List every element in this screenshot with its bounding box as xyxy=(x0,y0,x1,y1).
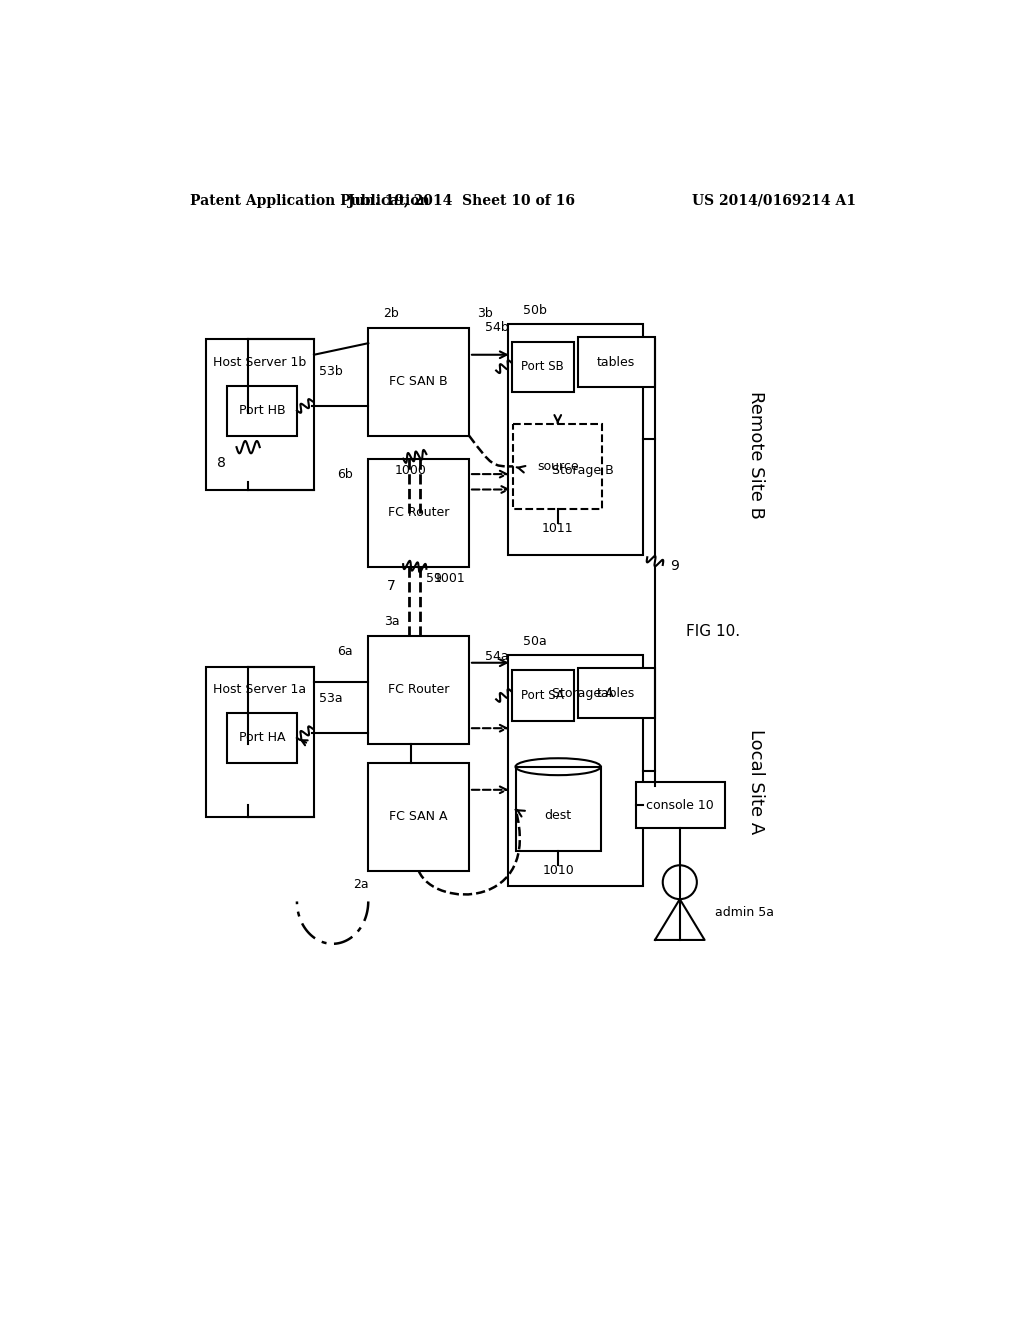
Text: Local Site A: Local Site A xyxy=(746,730,765,834)
Text: US 2014/0169214 A1: US 2014/0169214 A1 xyxy=(692,194,856,207)
Text: 7: 7 xyxy=(387,578,396,593)
Text: 54b: 54b xyxy=(484,321,508,334)
Text: 1000: 1000 xyxy=(395,463,427,477)
Text: Host Server 1a: Host Server 1a xyxy=(213,684,306,696)
Text: Patent Application Publication: Patent Application Publication xyxy=(190,194,430,207)
Text: 6a: 6a xyxy=(337,644,353,657)
Bar xyxy=(227,385,297,436)
Text: tables: tables xyxy=(597,355,635,368)
Text: 54a: 54a xyxy=(484,649,508,663)
Text: Port SB: Port SB xyxy=(521,360,564,374)
Bar xyxy=(206,339,314,490)
Text: 3a: 3a xyxy=(384,615,399,628)
Text: tables: tables xyxy=(597,686,635,700)
Text: Port HA: Port HA xyxy=(239,731,286,744)
Bar xyxy=(369,459,469,566)
Text: 53b: 53b xyxy=(318,366,342,379)
Text: Host Server 1b: Host Server 1b xyxy=(213,356,306,370)
Bar xyxy=(515,767,601,851)
Text: Remote Site B: Remote Site B xyxy=(746,391,765,519)
Text: FC Router: FC Router xyxy=(388,684,450,696)
Text: admin 5a: admin 5a xyxy=(715,907,774,920)
Text: 3b: 3b xyxy=(477,308,493,321)
Text: 9: 9 xyxy=(671,560,679,573)
Bar xyxy=(369,763,469,871)
Text: 1011: 1011 xyxy=(542,521,573,535)
Bar xyxy=(512,671,573,721)
Bar xyxy=(578,668,655,718)
Text: FC SAN A: FC SAN A xyxy=(389,810,447,824)
Text: 50b: 50b xyxy=(523,304,547,317)
Text: 6b: 6b xyxy=(337,467,353,480)
Text: source: source xyxy=(537,459,579,473)
Bar xyxy=(206,667,314,817)
Text: 8: 8 xyxy=(216,455,225,470)
Text: 53a: 53a xyxy=(318,693,342,705)
Text: 59: 59 xyxy=(426,572,442,585)
Bar xyxy=(636,781,725,829)
Text: FC Router: FC Router xyxy=(388,506,450,519)
Text: Port SA: Port SA xyxy=(521,689,564,702)
Bar xyxy=(227,713,297,763)
Text: 2b: 2b xyxy=(384,308,399,321)
Text: FC SAN B: FC SAN B xyxy=(389,375,447,388)
Text: console 10: console 10 xyxy=(646,799,714,812)
Bar xyxy=(578,337,655,387)
Text: Port HB: Port HB xyxy=(239,404,286,417)
Bar xyxy=(508,323,643,554)
Text: 1001: 1001 xyxy=(434,572,466,585)
Text: Storage B: Storage B xyxy=(552,463,614,477)
Bar xyxy=(508,655,643,886)
Text: 50a: 50a xyxy=(523,635,547,648)
Text: dest: dest xyxy=(545,809,571,822)
Text: 2a: 2a xyxy=(352,878,369,891)
Text: FIG 10.: FIG 10. xyxy=(686,624,740,639)
Bar xyxy=(369,636,469,743)
Text: Storage A: Storage A xyxy=(553,686,614,700)
Bar xyxy=(369,327,469,436)
Bar xyxy=(512,342,573,392)
Bar xyxy=(513,424,602,508)
Text: 1010: 1010 xyxy=(543,865,574,878)
Text: Jun. 19, 2014  Sheet 10 of 16: Jun. 19, 2014 Sheet 10 of 16 xyxy=(348,194,574,207)
